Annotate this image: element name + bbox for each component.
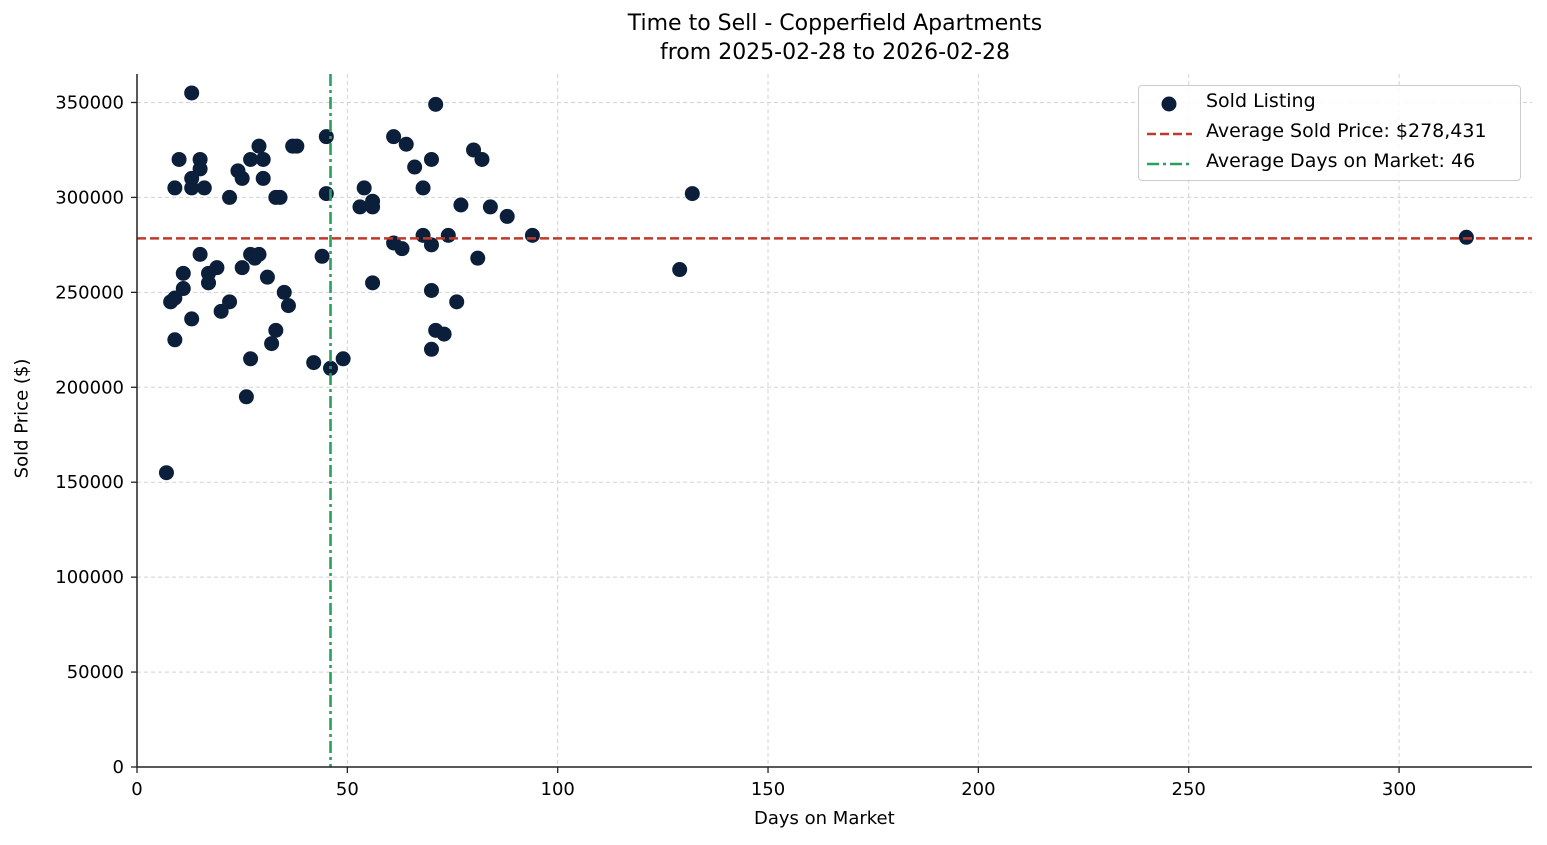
data-point <box>365 199 381 215</box>
data-point <box>482 199 498 215</box>
data-point <box>222 294 238 310</box>
y-axis-label: Sold Price ($) <box>11 358 33 479</box>
data-point <box>243 351 259 367</box>
data-point <box>167 180 183 196</box>
legend-item-average-price: Average Sold Price: $278,431 <box>1139 118 1520 148</box>
data-point <box>524 227 540 243</box>
data-point <box>209 260 225 276</box>
data-point <box>238 389 254 405</box>
data-point <box>423 237 439 253</box>
data-point <box>440 227 456 243</box>
data-point <box>306 355 322 371</box>
data-point <box>314 248 330 264</box>
chart-title: Time to Sell - Copperfield Apartments <box>627 11 1043 36</box>
data-point <box>365 275 381 291</box>
data-point <box>196 180 212 196</box>
reference-lines <box>137 74 1532 767</box>
data-point <box>234 170 250 186</box>
data-point <box>268 322 284 338</box>
y-tick-label: 300000 <box>55 187 124 208</box>
data-point <box>251 246 267 262</box>
y-tick-label: 250000 <box>55 282 124 303</box>
data-point <box>272 189 288 205</box>
data-point <box>335 351 351 367</box>
data-point <box>423 282 439 298</box>
data-point <box>280 298 296 314</box>
data-point <box>415 180 431 196</box>
data-point <box>394 241 410 257</box>
data-point <box>184 85 200 101</box>
data-point <box>234 260 250 276</box>
x-tick-label: 200 <box>961 779 995 800</box>
data-point <box>255 151 271 167</box>
data-point <box>184 311 200 327</box>
data-point <box>684 186 700 202</box>
legend-label: Sold Listing <box>1206 90 1316 112</box>
data-point <box>318 129 334 145</box>
y-tick-label: 200000 <box>55 377 124 398</box>
y-tick-label: 100000 <box>55 567 124 588</box>
data-point <box>222 189 238 205</box>
x-tick-label: 300 <box>1382 779 1416 800</box>
legend-item-average-days: Average Days on Market: 46 <box>1139 148 1520 178</box>
dashdot-line-icon <box>1147 162 1192 166</box>
data-point <box>356 180 372 196</box>
chart-subtitle: from 2025-02-28 to 2026-02-28 <box>660 40 1010 65</box>
data-point <box>276 284 292 300</box>
data-point <box>289 138 305 154</box>
data-point <box>167 332 183 348</box>
data-point <box>428 96 444 112</box>
data-point <box>453 197 469 213</box>
data-point <box>264 336 280 352</box>
data-point <box>192 246 208 262</box>
data-point <box>449 294 465 310</box>
data-point <box>386 129 402 145</box>
y-tick-label: 50000 <box>67 662 124 683</box>
data-point <box>352 199 368 215</box>
x-tick-label: 250 <box>1172 779 1206 800</box>
data-point <box>398 136 414 152</box>
y-tick-label: 0 <box>113 757 124 778</box>
data-point <box>167 290 183 306</box>
data-point <box>255 170 271 186</box>
legend: Sold Listing Average Sold Price: $278,43… <box>1138 85 1521 181</box>
data-point <box>474 151 490 167</box>
dashed-line-icon <box>1147 132 1192 136</box>
tick-labels: 0 50 100 150 200 250 300 0 50000 100000 150000 2000… <box>55 92 1416 800</box>
data-point <box>672 262 688 278</box>
x-tick-label: 50 <box>336 779 359 800</box>
data-point <box>251 138 267 154</box>
data-point <box>423 151 439 167</box>
data-point <box>243 151 259 167</box>
x-axis-label: Days on Market <box>754 808 895 829</box>
data-point <box>175 265 191 281</box>
legend-label: Average Days on Market: 46 <box>1206 150 1476 172</box>
data-point <box>407 159 423 175</box>
data-point <box>423 341 439 357</box>
axes <box>131 74 1532 773</box>
data-point <box>171 151 187 167</box>
data-point <box>499 208 515 224</box>
scatter-marker-icon <box>1161 96 1177 112</box>
data-point <box>184 180 200 196</box>
data-point <box>158 465 174 481</box>
legend-label: Average Sold Price: $278,431 <box>1206 120 1487 142</box>
data-point <box>470 250 486 266</box>
y-tick-label: 350000 <box>55 92 124 113</box>
legend-item-sold-listing: Sold Listing <box>1139 88 1520 118</box>
x-tick-label: 0 <box>131 779 142 800</box>
data-point <box>436 326 452 342</box>
data-point <box>201 275 217 291</box>
x-tick-label: 100 <box>541 779 575 800</box>
y-tick-label: 150000 <box>55 472 124 493</box>
data-point <box>259 269 275 285</box>
x-tick-label: 150 <box>751 779 785 800</box>
